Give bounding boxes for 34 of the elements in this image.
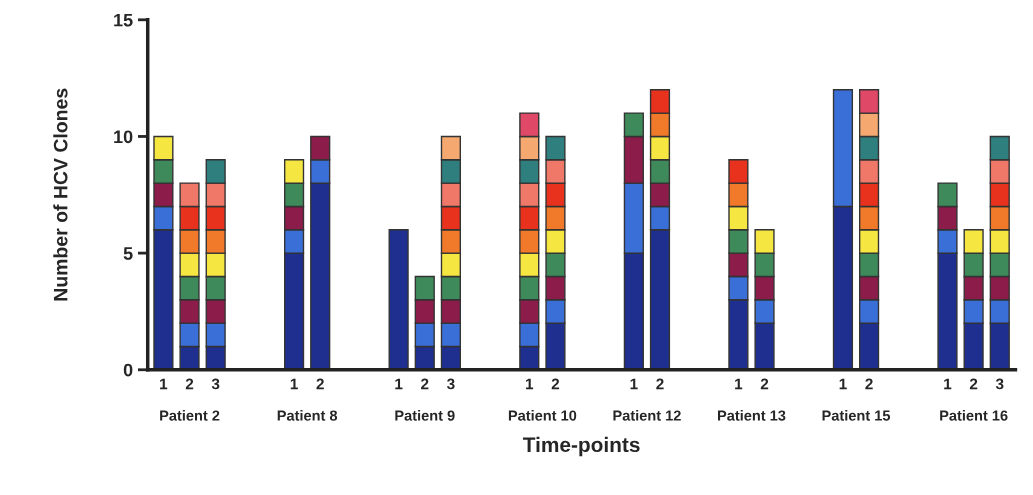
y-axis-title: Number of HCV Clones: [53, 88, 68, 301]
text: Patient 10: [508, 410, 577, 421]
x-tick-label: 2: [551, 378, 560, 390]
text: Patient 13: [718, 410, 786, 421]
x-tick-label: 2: [185, 378, 194, 390]
x-tick-label: 1: [630, 378, 638, 390]
bar: [388, 229, 409, 370]
x-tick-label: 1: [735, 378, 743, 390]
y-tick-label: 0: [123, 363, 133, 377]
x-tick-label: 2: [421, 378, 429, 390]
text: Patient 2: [160, 410, 220, 421]
x-tick-label: 1: [839, 378, 847, 390]
x-tick-label: 1: [395, 378, 403, 390]
y-tick-label: 5: [123, 247, 133, 260]
x-axis-title: Time-points: [522, 436, 640, 457]
x-tick-label: 3: [447, 378, 455, 390]
x-tick-label: 2: [760, 378, 769, 390]
x-tick-label: 2: [865, 378, 873, 390]
text: Patient 16: [940, 410, 1008, 421]
x-tick-label: 3: [211, 378, 220, 390]
text: Patient 9: [395, 410, 455, 421]
x-tick-label: 2: [656, 378, 664, 390]
x-tick-label: 1: [160, 378, 168, 390]
x-tick-label: 2: [316, 378, 324, 390]
y-tick-label: 10: [114, 130, 133, 144]
x-tick-label: 3: [995, 378, 1004, 390]
y-tick-label: 15: [114, 13, 133, 27]
x-tick-label: 1: [944, 378, 952, 390]
x-tick-label: 1: [526, 378, 534, 390]
x-tick-label: 2: [969, 378, 978, 390]
text: Patient 15: [822, 410, 891, 421]
text: Patient 8: [277, 410, 338, 421]
text: Patient 12: [613, 410, 681, 421]
x-tick-label: 1: [290, 378, 298, 390]
